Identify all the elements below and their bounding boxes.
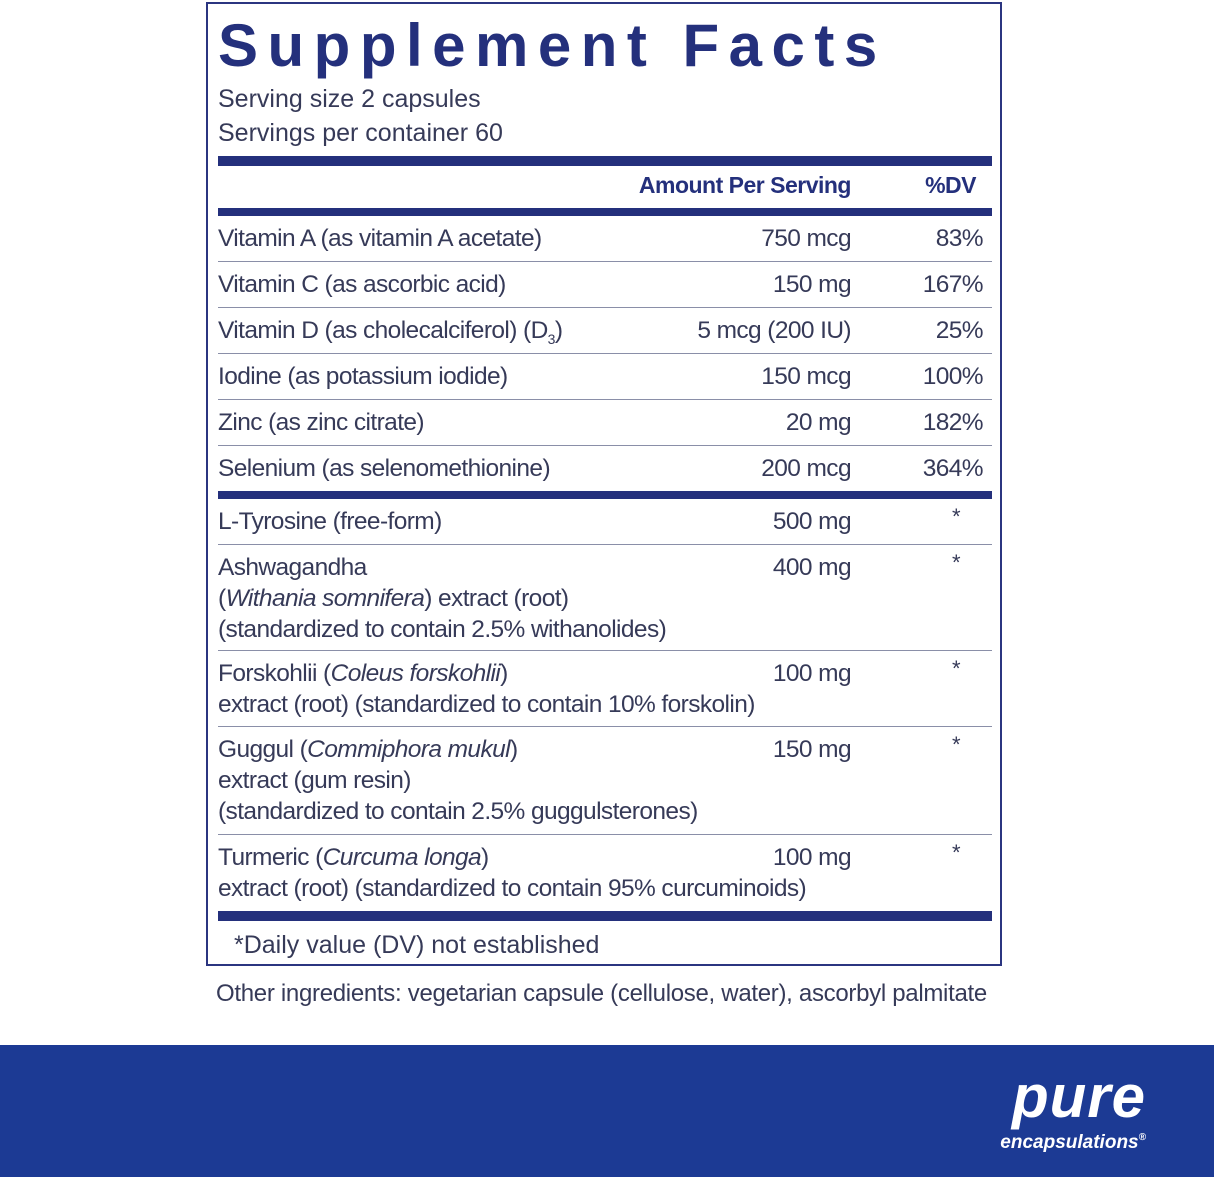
- line: (standardized to contain 2.5% guggulster…: [218, 798, 698, 825]
- nutrient-dv: 25%: [935, 317, 984, 344]
- ingredient-amount: 150 mg: [766, 734, 852, 765]
- ingredient-dv: *: [952, 840, 961, 865]
- other-ingredients: Other ingredients: vegetarian capsule (c…: [216, 980, 987, 1007]
- ingredient-amount: 400 mg: [766, 552, 852, 583]
- line: (standardized to contain 2.5% withanolid…: [218, 616, 667, 643]
- ingredient-row: Ashwagandha (Withania somnifera) extract …: [218, 545, 992, 651]
- nutrient-row: Iodine (as potassium iodide) 150 mcg 100%: [218, 354, 992, 400]
- ingredient-row: Turmeric (Curcuma longa) extract (root) (…: [218, 835, 992, 911]
- nutrient-dv: 182%: [922, 409, 984, 436]
- nutrient-dv: 167%: [922, 271, 984, 298]
- footnote: *Daily value (DV) not established: [234, 931, 600, 959]
- line: extract (root) (standardized to contain …: [218, 691, 755, 718]
- nutrient-name: Vitamin D (as cholecalciferol) (D3): [218, 315, 563, 347]
- nutrient-dv: 100%: [922, 363, 984, 390]
- line: ): [500, 660, 508, 687]
- ingredient-name: Forskohlii (Coleus forskohlii) extract (r…: [218, 658, 755, 720]
- nutrient-name: Iodine (as potassium iodide): [218, 363, 508, 390]
- ingredient-row: L-Tyrosine (free-form) 500 mg *: [218, 499, 992, 545]
- nutrient-name: Vitamin A (as vitamin A acetate): [218, 225, 542, 252]
- line: (: [218, 585, 226, 612]
- line: ) extract (root): [424, 585, 569, 612]
- nutrient-dv: 364%: [922, 455, 984, 482]
- ingredient-dv: *: [952, 504, 961, 529]
- nutrient-name: Selenium (as selenomethionine): [218, 455, 551, 482]
- logo-encapsulations: encapsulations: [1000, 1132, 1139, 1153]
- logo-pure: pure: [1011, 1063, 1146, 1130]
- supplement-facts-panel: Supplement Facts Serving size 2 capsules…: [206, 2, 1002, 966]
- ingredient-name: Ashwagandha (Withania somnifera) extract …: [218, 552, 667, 645]
- line: ): [481, 844, 489, 871]
- brand-banner: pure encapsulations®: [0, 1045, 1214, 1177]
- ingredient-row: Guggul (Commiphora mukul) extract (gum re…: [218, 727, 992, 835]
- registered-mark: ®: [1138, 1132, 1146, 1143]
- nutrient-amount: 200 mcg: [755, 453, 852, 484]
- ingredient-name: Turmeric (Curcuma longa) extract (root) (…: [218, 842, 807, 904]
- divider-bar: [218, 491, 992, 499]
- line: extract (root) (standardized to contain …: [218, 875, 807, 902]
- ingredient-amount: 100 mg: [766, 842, 852, 873]
- serving-size: Serving size 2 capsules: [218, 85, 481, 113]
- nutrient-row: Vitamin C (as ascorbic acid) 150 mg 167%: [218, 262, 992, 308]
- name-text: Vitamin D (as cholecalciferol) (D: [218, 317, 548, 344]
- dv-header: %DV: [925, 172, 976, 198]
- ingredient-amount: 100 mg: [766, 658, 852, 689]
- ingredient-name: L-Tyrosine (free-form): [218, 508, 442, 535]
- brand-logo: pure encapsulations®: [1000, 1063, 1146, 1155]
- nutrient-amount: 750 mcg: [755, 223, 852, 254]
- column-header: Amount Per Serving %DV: [218, 166, 992, 208]
- ingredient-dv: *: [952, 732, 961, 757]
- nutrient-dv: 83%: [935, 225, 984, 252]
- line: Ashwagandha: [218, 554, 367, 581]
- nutrient-amount: 20 mg: [779, 407, 852, 438]
- nutrient-name: Vitamin C (as ascorbic acid): [218, 271, 506, 298]
- line: Turmeric (: [218, 844, 323, 871]
- nutrient-row: Vitamin A (as vitamin A acetate) 750 mcg 8…: [218, 216, 992, 262]
- ingredient-row: Forskohlii (Coleus forskohlii) extract (r…: [218, 651, 992, 727]
- ingredient-name: Guggul (Commiphora mukul) extract (gum re…: [218, 734, 698, 827]
- nutrient-amount: 5 mcg (200 IU): [691, 315, 852, 346]
- divider-bar: [218, 208, 992, 216]
- nutrient-row: Zinc (as zinc citrate) 20 mg 182%: [218, 400, 992, 446]
- nutrient-amount: 150 mg: [766, 269, 852, 300]
- divider-bar: [218, 156, 992, 166]
- ingredient-dv: *: [952, 550, 961, 575]
- ingredient-amount: 500 mg: [766, 506, 852, 537]
- latin-name: Withania somnifera: [225, 585, 425, 612]
- latin-name: Curcuma longa: [322, 844, 482, 871]
- nutrient-amount: 150 mcg: [755, 361, 852, 392]
- divider-bar: [218, 911, 992, 921]
- amount-header: Amount Per Serving: [638, 172, 852, 198]
- line: ): [509, 736, 518, 763]
- nutrient-row: Vitamin D (as cholecalciferol) (D3) 5 mcg…: [218, 308, 992, 354]
- line: Guggul (: [218, 736, 308, 763]
- name-close: ): [554, 317, 563, 344]
- panel-title: Supplement Facts: [218, 12, 887, 79]
- subscript: 3: [547, 330, 556, 347]
- line: extract (gum resin): [218, 767, 411, 794]
- ingredient-dv: *: [952, 656, 961, 681]
- line: Forskohlii (: [218, 660, 331, 687]
- nutrient-row: Selenium (as selenomethionine) 200 mcg 364…: [218, 446, 992, 491]
- servings-per-container: Servings per container 60: [218, 119, 503, 147]
- latin-name: Commiphora mukul: [307, 736, 510, 763]
- nutrient-name: Zinc (as zinc citrate): [218, 409, 425, 436]
- latin-name: Coleus forskohlii: [330, 660, 501, 687]
